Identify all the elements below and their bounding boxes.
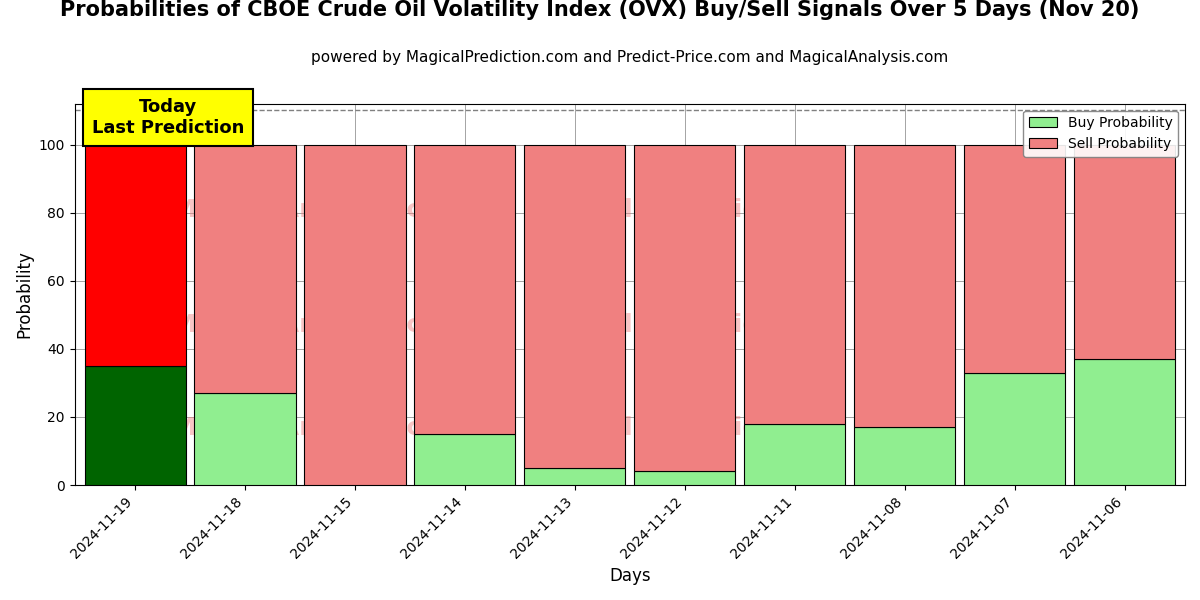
- Bar: [524, 145, 625, 468]
- Bar: [84, 145, 186, 366]
- Text: MagicalAnalysis.com: MagicalAnalysis.com: [172, 199, 466, 223]
- Y-axis label: Probability: Probability: [16, 250, 34, 338]
- Bar: [964, 373, 1066, 485]
- Bar: [854, 427, 955, 485]
- Text: MagicalAnalysis.com: MagicalAnalysis.com: [172, 313, 466, 337]
- Bar: [414, 434, 516, 485]
- Bar: [305, 145, 406, 485]
- Bar: [635, 472, 736, 485]
- Text: MagicalPrediction.com: MagicalPrediction.com: [524, 313, 846, 337]
- Bar: [194, 393, 295, 485]
- Bar: [1074, 145, 1175, 359]
- Bar: [194, 145, 295, 393]
- Bar: [744, 424, 845, 485]
- Text: MagicalPrediction.com: MagicalPrediction.com: [524, 416, 846, 440]
- Text: MagicalPrediction.com: MagicalPrediction.com: [524, 199, 846, 223]
- Bar: [635, 145, 736, 472]
- Bar: [1074, 359, 1175, 485]
- Bar: [84, 366, 186, 485]
- X-axis label: Days: Days: [610, 567, 650, 585]
- Bar: [744, 145, 845, 424]
- Text: Probabilities of CBOE Crude Oil Volatility Index (OVX) Buy/Sell Signals Over 5 D: Probabilities of CBOE Crude Oil Volatili…: [60, 0, 1140, 20]
- Text: MagicalAnalysis.com: MagicalAnalysis.com: [172, 416, 466, 440]
- Bar: [414, 145, 516, 434]
- Bar: [854, 145, 955, 427]
- Text: Today
Last Prediction: Today Last Prediction: [92, 98, 245, 137]
- Bar: [964, 145, 1066, 373]
- Title: powered by MagicalPrediction.com and Predict-Price.com and MagicalAnalysis.com: powered by MagicalPrediction.com and Pre…: [311, 50, 948, 65]
- Legend: Buy Probability, Sell Probability: Buy Probability, Sell Probability: [1024, 110, 1178, 157]
- Bar: [524, 468, 625, 485]
